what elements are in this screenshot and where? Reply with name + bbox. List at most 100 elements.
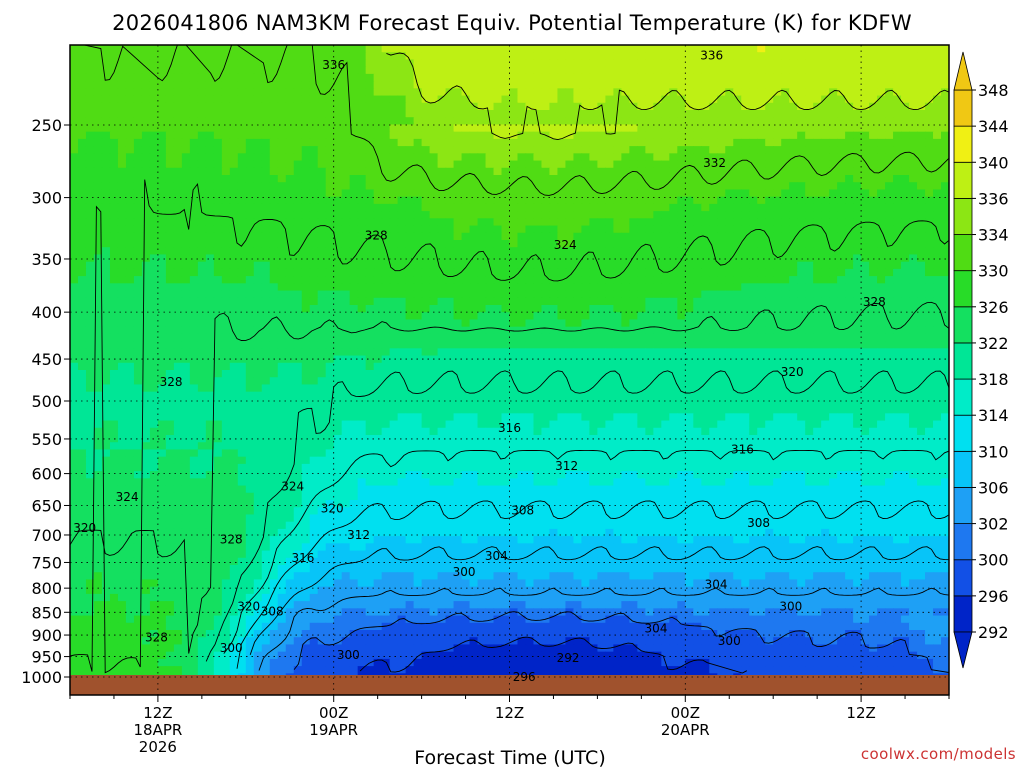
field-cell — [357, 102, 367, 111]
field-cell — [437, 102, 447, 111]
field-cell — [733, 290, 742, 299]
field-cell — [621, 124, 630, 133]
field-cell — [525, 276, 535, 284]
field-cell — [589, 81, 598, 89]
field-cell — [613, 196, 622, 205]
field-cell — [189, 138, 199, 147]
field-cell — [405, 240, 415, 248]
field-cell — [757, 52, 766, 61]
field-cell — [677, 196, 686, 205]
field-cell — [205, 110, 215, 118]
field-cell — [877, 102, 886, 111]
field-cell — [877, 254, 886, 263]
field-cell — [901, 341, 910, 349]
field-cell — [269, 341, 279, 349]
field-cell — [117, 261, 127, 270]
field-cell — [373, 283, 383, 292]
field-cell — [269, 160, 279, 169]
field-cell — [589, 268, 598, 277]
field-cell — [173, 341, 183, 349]
field-cell — [573, 45, 583, 53]
field-cell — [261, 138, 271, 147]
field-cell — [605, 182, 614, 191]
field-cell — [485, 167, 495, 176]
field-cell — [181, 160, 191, 169]
field-cell — [405, 261, 415, 270]
field-cell — [717, 247, 726, 256]
field-cell — [549, 355, 559, 364]
field-cell — [261, 348, 271, 357]
field-cell — [429, 102, 439, 111]
field-cell — [269, 102, 279, 111]
field-cell — [413, 175, 423, 183]
field-cell — [149, 348, 159, 357]
field-cell — [205, 66, 215, 75]
field-cell — [645, 146, 654, 154]
field-cell — [941, 73, 949, 82]
field-cell — [813, 52, 822, 61]
field-cell — [397, 189, 407, 198]
field-cell — [349, 276, 359, 284]
field-cell — [357, 268, 367, 277]
field-cell — [133, 319, 143, 328]
field-cell — [613, 225, 622, 234]
field-cell — [709, 232, 718, 241]
field-cell — [429, 232, 439, 241]
field-cell — [797, 305, 806, 313]
field-cell — [421, 45, 431, 53]
field-cell — [269, 333, 279, 342]
field-cell — [197, 182, 207, 191]
field-cell — [333, 355, 343, 364]
field-cell — [397, 297, 407, 306]
field-cell — [717, 45, 726, 53]
field-cell — [333, 52, 343, 61]
field-cell — [645, 276, 654, 284]
field-cell — [301, 160, 311, 169]
field-cell — [581, 66, 591, 75]
field-cell — [413, 290, 423, 299]
field-cell — [645, 254, 654, 263]
field-cell — [277, 73, 287, 82]
field-cell — [70, 305, 79, 313]
field-cell — [445, 52, 455, 61]
field-cell — [901, 196, 910, 205]
field-cell — [437, 240, 447, 248]
field-cell — [541, 276, 551, 284]
field-cell — [381, 261, 391, 270]
field-cell — [909, 88, 918, 97]
field-cell — [653, 203, 662, 212]
field-cell — [741, 138, 750, 147]
field-cell — [437, 218, 447, 227]
field-cell — [301, 240, 311, 248]
field-cell — [933, 182, 942, 191]
field-cell — [901, 247, 910, 256]
field-cell — [901, 95, 910, 104]
field-cell — [901, 81, 910, 89]
field-cell — [901, 225, 910, 234]
field-cell — [109, 131, 119, 140]
field-cell — [917, 124, 926, 133]
field-cell — [109, 370, 119, 378]
field-cell — [693, 297, 702, 306]
field-cell — [821, 117, 830, 126]
field-cell — [261, 146, 271, 154]
field-cell — [549, 102, 559, 111]
field-cell — [413, 131, 423, 140]
field-cell — [501, 117, 511, 126]
field-cell — [453, 247, 463, 256]
field-cell — [389, 117, 399, 126]
field-cell — [557, 341, 567, 349]
field-cell — [93, 182, 103, 191]
field-cell — [645, 52, 654, 61]
field-cell — [821, 196, 830, 205]
field-cell — [717, 81, 726, 89]
field-cell — [517, 189, 527, 198]
field-cell — [629, 232, 638, 241]
field-cell — [221, 59, 231, 68]
field-cell — [709, 110, 718, 118]
field-cell — [365, 175, 375, 183]
field-cell — [741, 254, 750, 263]
field-cell — [853, 131, 862, 140]
field-cell — [893, 211, 902, 219]
field-cell — [837, 117, 846, 126]
